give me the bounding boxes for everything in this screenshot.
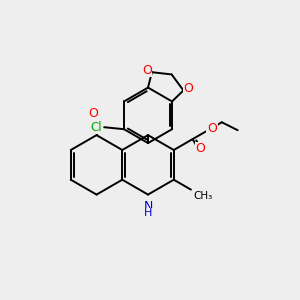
Text: O: O	[88, 107, 98, 120]
Text: O: O	[196, 142, 206, 155]
Text: CH₃: CH₃	[193, 190, 212, 201]
Text: O: O	[142, 64, 152, 77]
Text: N: N	[143, 200, 153, 212]
Text: Cl: Cl	[90, 121, 102, 134]
Text: H: H	[144, 208, 152, 218]
Text: O: O	[184, 82, 193, 95]
Text: O: O	[207, 122, 217, 135]
